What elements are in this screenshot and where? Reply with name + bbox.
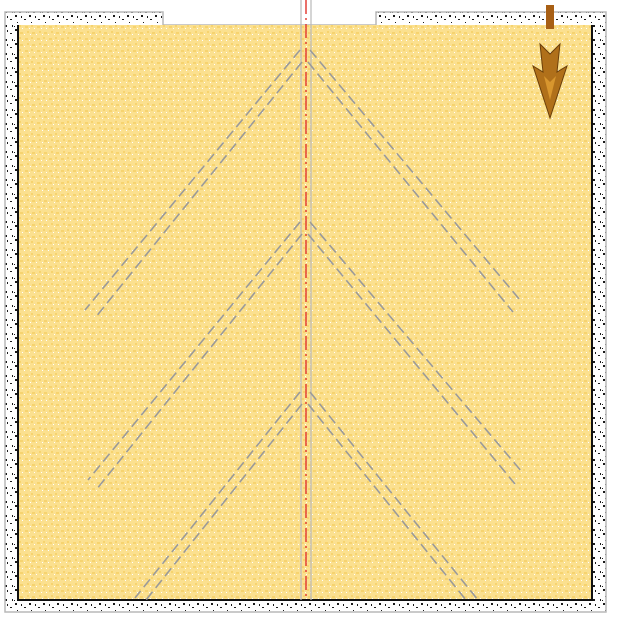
chevron-mid-right [309,221,523,473]
sand-fill [18,25,592,600]
inner-wall-line [17,25,593,601]
chevron-dashed-lines [84,49,523,600]
arrow-down-icon [532,5,568,120]
chevron-top-right-inner [307,61,514,313]
center-axis [300,0,312,600]
chevron-top-right [309,49,521,301]
chevron-bot-right-inner [307,403,467,600]
chevron-top-left-inner [94,61,303,319]
chevron-bot-left [134,391,301,599]
chevron-mid-left [87,221,301,481]
chevron-mid-left-inner [95,233,303,491]
chevron-top-left [84,49,301,311]
chevron-mid-right-inner [307,233,516,485]
chevron-bot-left-inner [145,403,303,600]
